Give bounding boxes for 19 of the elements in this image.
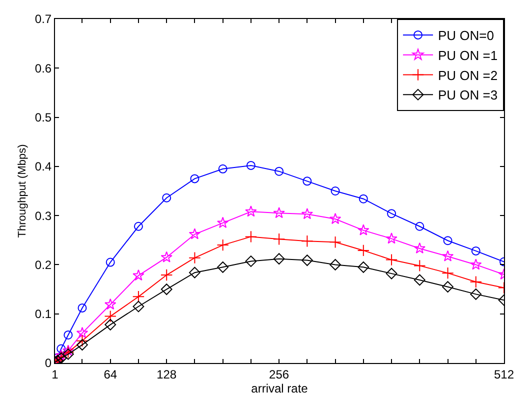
y-tick-label: 0.7 [34,12,52,26]
legend-label: PU ON =2 [438,68,498,83]
x-tick-label: 64 [104,367,118,382]
y-tick-label: 0.6 [34,61,52,76]
y-tick-label: 0.3 [34,208,52,223]
x-axis-title: arrival rate [251,381,308,396]
y-tick-label: 0.1 [34,307,52,322]
y-tick-label: 0 [44,356,52,370]
legend-label: PU ON =3 [438,88,498,103]
x-tick-label: 1 [52,367,59,382]
legend-label: PU ON =1 [438,48,498,63]
y-tick-label: 0.2 [34,258,52,272]
y-axis-title: Throughput (Mbps) [16,144,29,238]
x-tick-label: 256 [269,367,290,382]
legend-label: PU ON=0 [438,28,494,44]
x-tick-label: 512 [494,367,514,382]
y-tick-label: 0.5 [34,110,52,124]
y-tick-label: 0.4 [34,160,52,174]
x-tick-label: 128 [156,367,177,382]
